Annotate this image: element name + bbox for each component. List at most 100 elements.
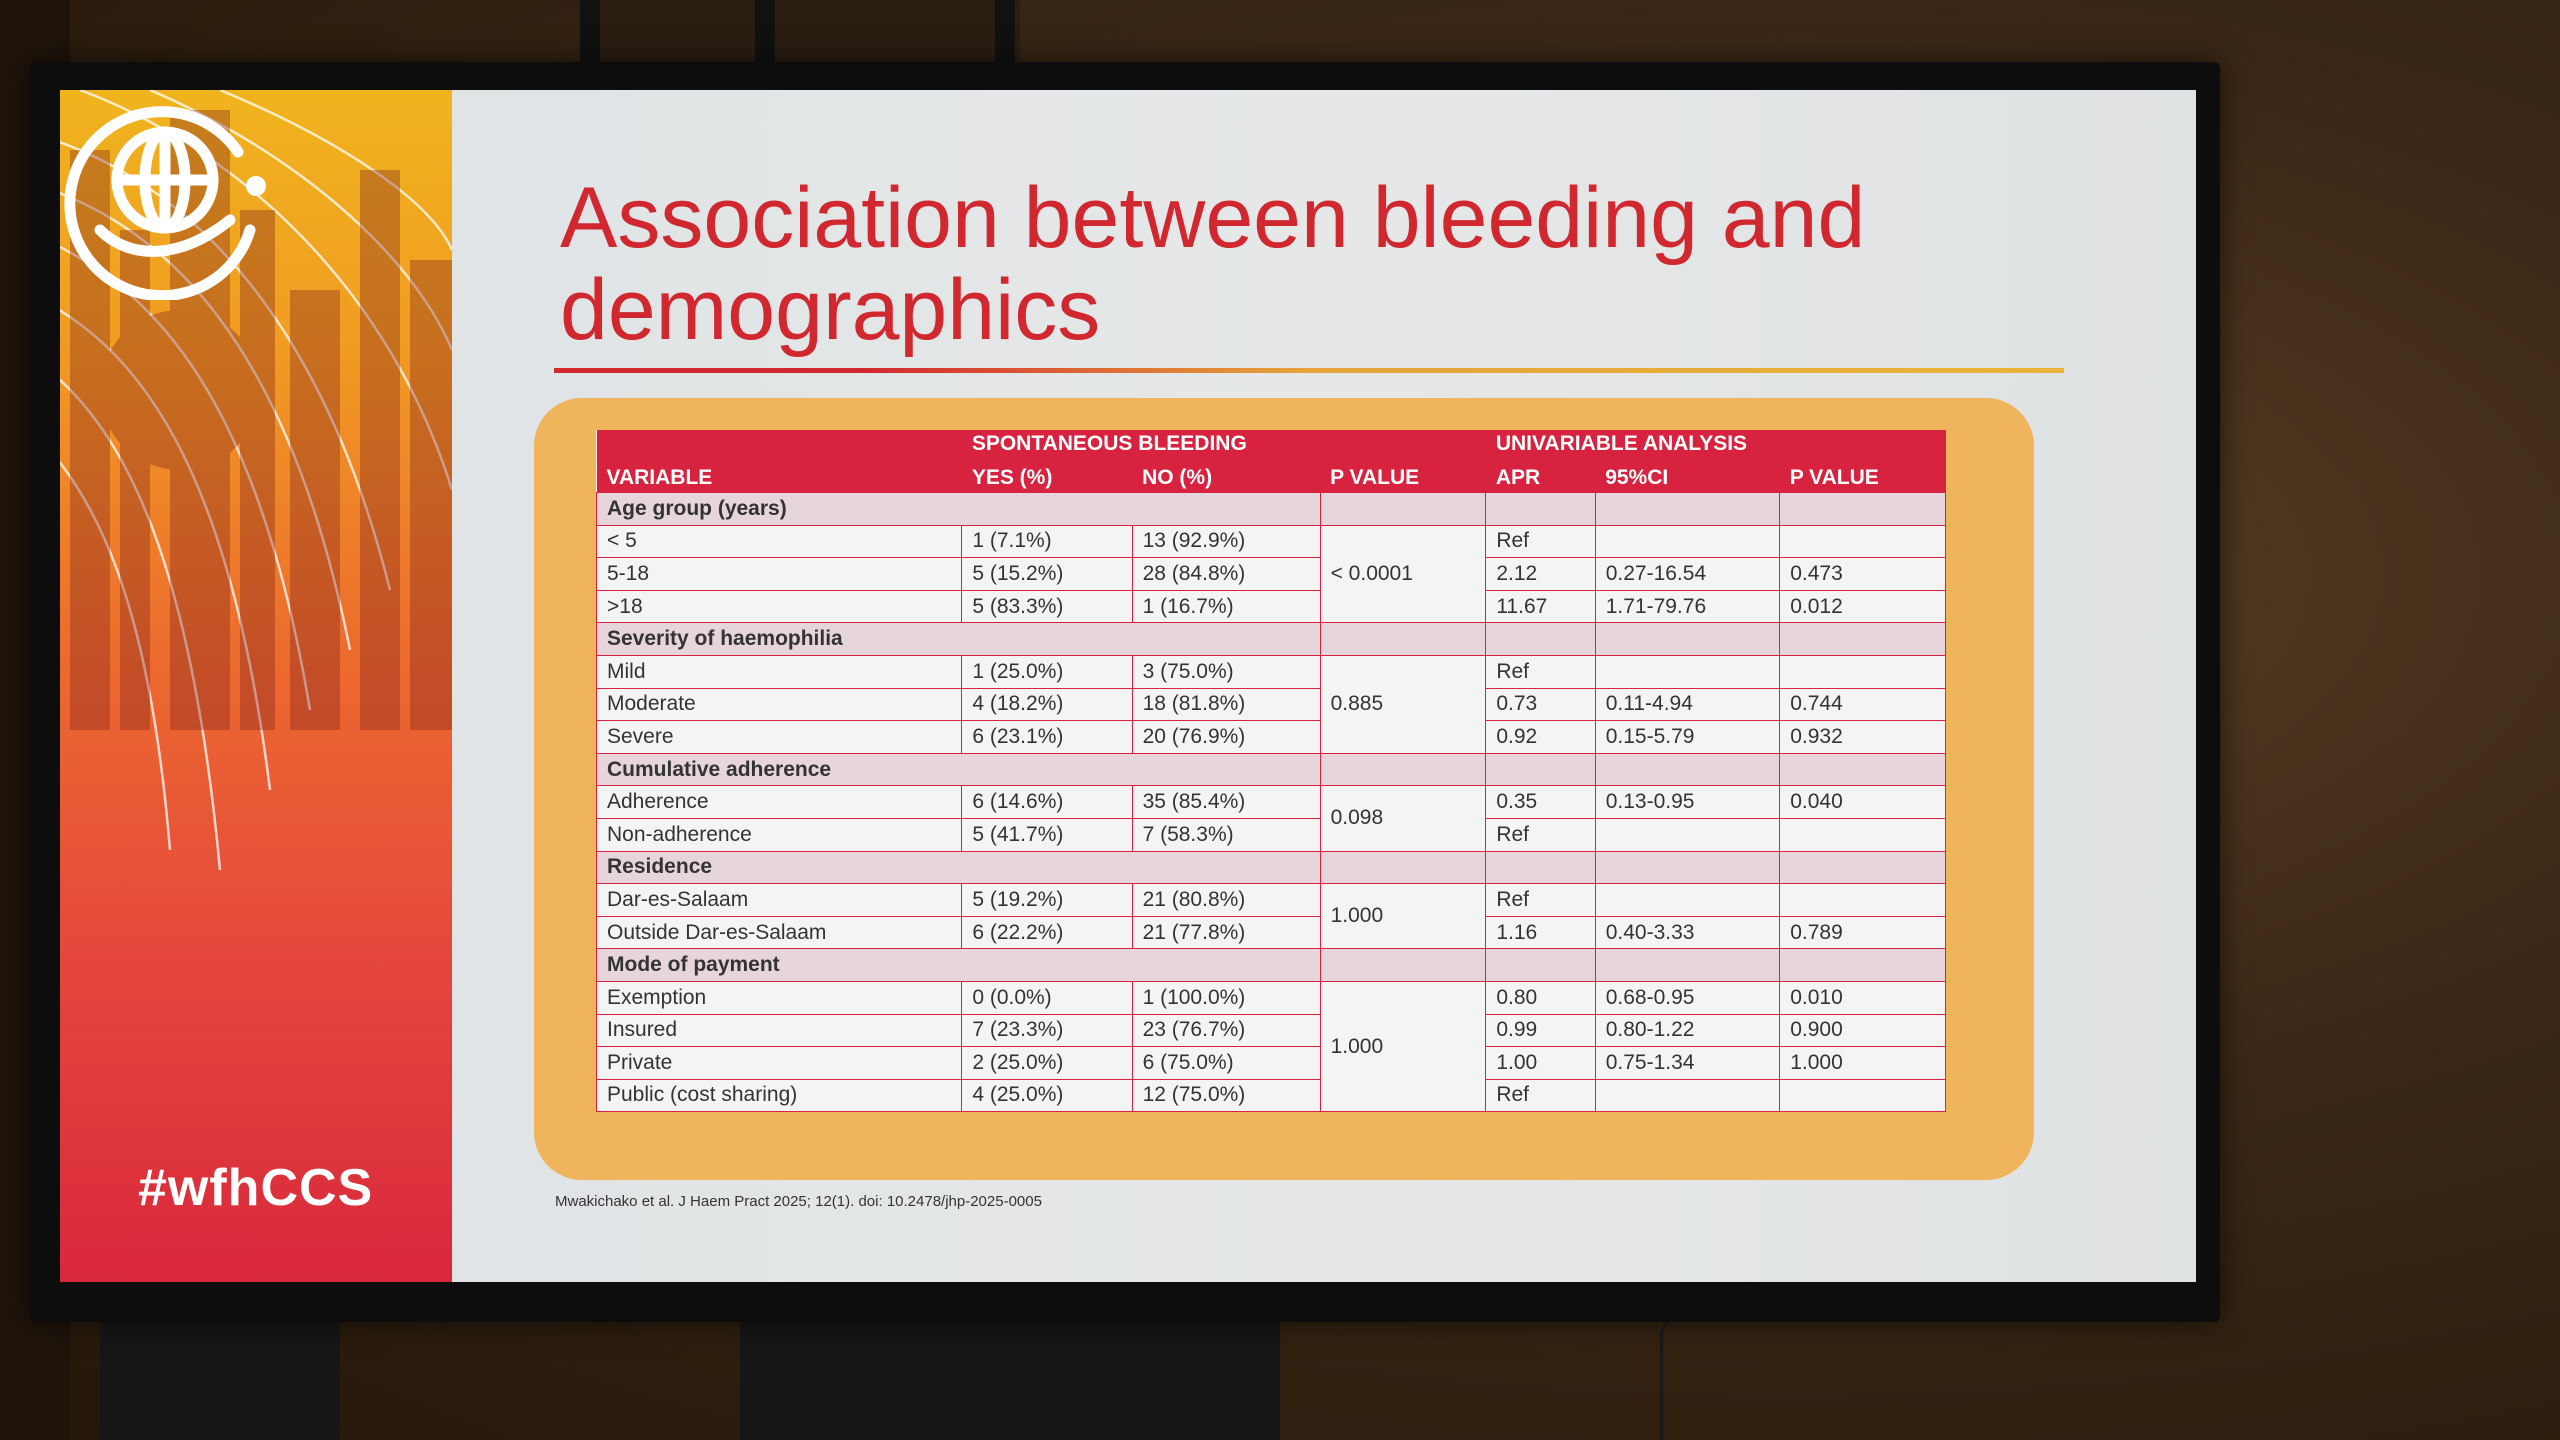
variable-cell: Public (cost sharing) — [595, 1078, 963, 1113]
variable-cell: >18 — [595, 589, 963, 624]
ci-cell — [1594, 1078, 1781, 1113]
group-empty-cell — [1594, 752, 1781, 787]
slide-title-line1: Association between bleeding and — [560, 170, 1866, 266]
variable-cell: Private — [595, 1046, 963, 1080]
column-header: P VALUE — [1779, 458, 1946, 493]
no-cell: 13 (92.9%) — [1131, 524, 1321, 559]
ci-cell — [1594, 817, 1781, 852]
yes-cell: 5 (83.3%) — [961, 589, 1133, 624]
group-name: Cumulative adherence — [596, 752, 1321, 787]
yes-cell: 5 (19.2%) — [961, 883, 1133, 917]
results-table: SPONTANEOUS BLEEDING UNIVARIABLE ANALYSI… — [595, 430, 1946, 1113]
yes-cell: 4 (18.2%) — [961, 687, 1133, 722]
group-empty-cell — [1319, 492, 1487, 526]
no-cell: 18 (81.8%) — [1131, 687, 1321, 722]
group-header-row: Age group (years) — [596, 492, 1946, 526]
variable-cell: Severe — [595, 720, 963, 754]
apr-p-value-cell: 0.040 — [1779, 785, 1946, 819]
apr-p-value-cell — [1779, 654, 1946, 689]
apr-cell: 0.92 — [1485, 720, 1596, 754]
variable-cell: Insured — [595, 1013, 963, 1048]
apr-p-value-cell: 0.473 — [1779, 557, 1946, 591]
apr-cell: 0.35 — [1485, 785, 1596, 819]
table-row: 5-18 5 (15.2%) 28 (84.8%) 2.12 0.27-16.54 0.4… — [595, 557, 1946, 591]
no-cell: 21 (77.8%) — [1131, 915, 1321, 950]
group-empty-cell — [1779, 948, 1946, 982]
monitor-stand-leg-left — [100, 1310, 340, 1440]
header-empty — [596, 430, 962, 458]
table-row: Adherence 6 (14.6%) 35 (85.4%) 0.098 0.35 0.1… — [595, 785, 1946, 852]
yes-cell: 6 (23.1%) — [961, 720, 1133, 754]
table-row: Outside Dar-es-Salaam 6 (22.2%) 21 (77.8%)… — [595, 915, 1946, 950]
p-value-cell: 0.885 — [1319, 654, 1487, 754]
apr-p-value-cell: 0.012 — [1779, 589, 1946, 624]
group-empty-cell — [1485, 752, 1596, 787]
yes-cell: 4 (25.0%) — [961, 1078, 1133, 1113]
group-empty-cell — [1779, 850, 1946, 885]
group-empty-cell — [1594, 850, 1781, 885]
group-header-row: Cumulative adherence — [596, 752, 1946, 787]
column-header: 95%CI — [1595, 458, 1780, 493]
yes-cell: 1 (7.1%) — [961, 524, 1133, 559]
ci-cell: 0.75-1.34 — [1594, 1046, 1781, 1080]
no-cell: 12 (75.0%) — [1131, 1078, 1321, 1113]
no-cell: 6 (75.0%) — [1131, 1046, 1321, 1080]
no-cell: 3 (75.0%) — [1131, 654, 1321, 689]
group-header-row: Mode of payment — [596, 948, 1946, 982]
column-header: VARIABLE — [596, 458, 962, 493]
variable-cell: Outside Dar-es-Salaam — [595, 915, 963, 950]
apr-p-value-cell — [1779, 524, 1946, 559]
apr-cell: Ref — [1485, 654, 1596, 689]
table-row: Exemption 0 (0.0%) 1 (100.0%) 1.000 0.80 0.68… — [595, 980, 1946, 1113]
group-name: Severity of haemophilia — [596, 622, 1321, 656]
no-cell: 20 (76.9%) — [1131, 720, 1321, 754]
apr-p-value-cell: 0.010 — [1779, 980, 1946, 1015]
p-value-cell: 1.000 — [1319, 980, 1487, 1113]
yes-cell: 6 (22.2%) — [961, 915, 1133, 950]
variable-cell: < 5 — [595, 524, 963, 559]
column-header: P VALUE — [1320, 458, 1486, 493]
group-empty-cell — [1594, 948, 1781, 982]
table-row: Moderate 4 (18.2%) 18 (81.8%) 0.73 0.11-4.94… — [595, 687, 1946, 722]
group-empty-cell — [1485, 622, 1596, 656]
apr-cell: 0.80 — [1485, 980, 1596, 1015]
apr-cell: 2.12 — [1485, 557, 1596, 591]
apr-cell: 0.99 — [1485, 1013, 1596, 1048]
yes-cell: 0 (0.0%) — [961, 980, 1133, 1015]
apr-p-value-cell: 0.900 — [1779, 1013, 1946, 1048]
ci-cell: 1.71-79.76 — [1594, 589, 1781, 624]
group-name: Age group (years) — [596, 492, 1321, 526]
ci-cell: 0.40-3.33 — [1594, 915, 1781, 950]
no-cell: 28 (84.8%) — [1131, 557, 1321, 591]
group-empty-cell — [1319, 752, 1487, 787]
group-empty-cell — [1319, 850, 1487, 885]
apr-cell: 11.67 — [1485, 589, 1596, 624]
yes-cell: 6 (14.6%) — [961, 785, 1133, 819]
group-empty-cell — [1319, 622, 1487, 656]
apr-p-value-cell: 1.000 — [1779, 1046, 1946, 1080]
no-cell: 21 (80.8%) — [1131, 883, 1321, 917]
group-empty-cell — [1779, 752, 1946, 787]
p-value-cell: 1.000 — [1319, 883, 1487, 950]
column-header: NO (%) — [1132, 458, 1321, 493]
apr-p-value-cell: 0.932 — [1779, 720, 1946, 754]
table-row: Dar-es-Salaam 5 (19.2%) 21 (80.8%) 1.000 Ref — [595, 883, 1946, 950]
group-empty-cell — [1319, 948, 1487, 982]
group-empty-cell — [1485, 948, 1596, 982]
ci-cell — [1594, 524, 1781, 559]
group-header-row: Severity of haemophilia — [596, 622, 1946, 656]
variable-cell: 5-18 — [595, 557, 963, 591]
slide-sidebar: #wfhCCS — [60, 90, 452, 1282]
p-value-cell: 0.098 — [1319, 785, 1487, 852]
apr-cell: 1.00 — [1485, 1046, 1596, 1080]
apr-cell: Ref — [1485, 817, 1596, 852]
title-underline — [554, 368, 2064, 373]
citation-text: Mwakichako et al. J Haem Pract 2025; 12(… — [555, 1193, 1042, 1210]
yes-cell: 1 (25.0%) — [961, 654, 1133, 689]
cable — [1660, 1320, 1675, 1440]
p-value-cell: < 0.0001 — [1319, 524, 1487, 624]
globe-hand-logo-icon — [64, 106, 266, 300]
variable-cell: Dar-es-Salaam — [595, 883, 963, 917]
